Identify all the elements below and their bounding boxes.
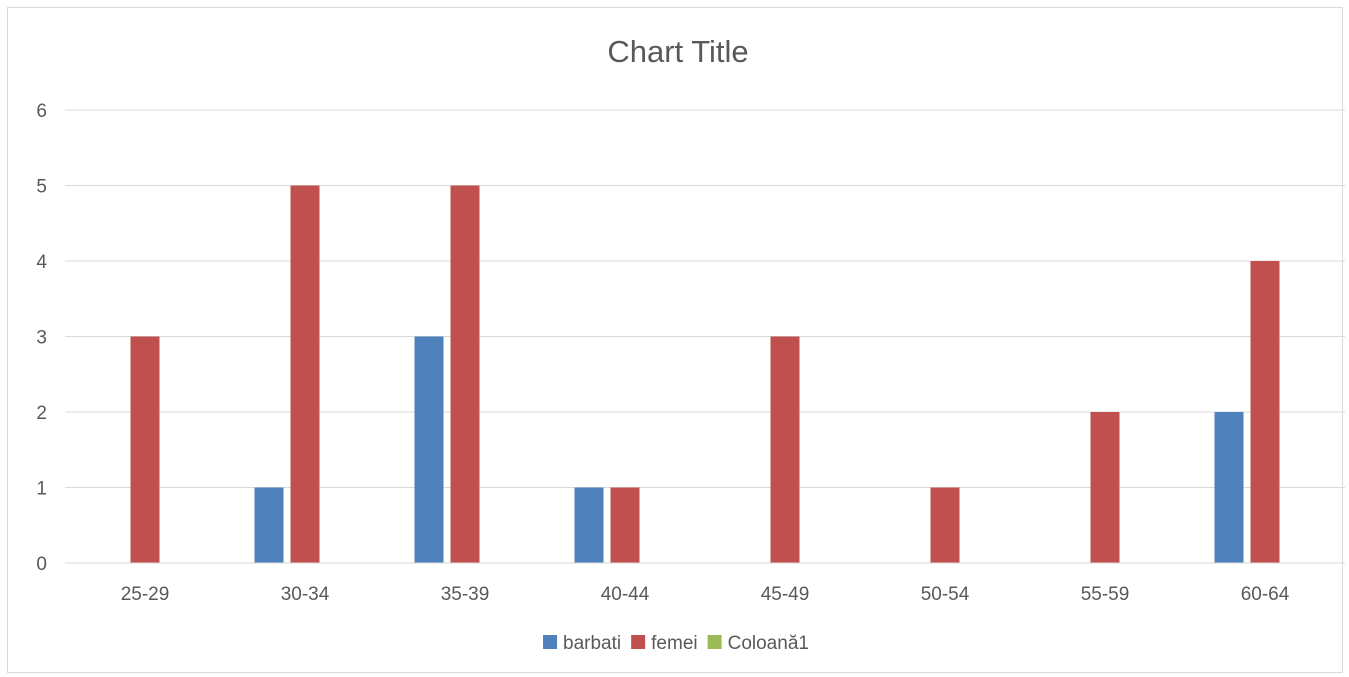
legend-swatch bbox=[707, 635, 722, 649]
bar-femei-40-44 bbox=[610, 487, 640, 563]
bar-barbati-35-39 bbox=[414, 336, 444, 563]
x-category-label: 55-59 bbox=[1081, 584, 1130, 605]
x-axis-labels: 25-29 30-34 35-39 40-44 45-49 50-54 55-59 60-64 bbox=[121, 584, 1290, 605]
bar-barbati-40-44 bbox=[574, 487, 604, 563]
y-tick-label: 3 bbox=[36, 328, 47, 349]
chart-frame bbox=[7, 7, 1343, 673]
gridlines bbox=[65, 109, 1345, 488]
x-category-label: 60-64 bbox=[1241, 584, 1290, 605]
bars bbox=[130, 185, 1280, 563]
y-tick-label: 0 bbox=[36, 554, 47, 575]
bar-femei-50-54 bbox=[930, 487, 960, 563]
bar-femei-45-49 bbox=[770, 336, 800, 563]
bar-femei-60-64 bbox=[1250, 261, 1280, 563]
y-tick-label: 4 bbox=[36, 252, 47, 273]
x-category-label: 35-39 bbox=[441, 584, 490, 605]
legend-label: femei bbox=[651, 633, 697, 654]
bar-barbati-60-64 bbox=[1214, 412, 1244, 563]
bar-femei-55-59 bbox=[1090, 412, 1120, 563]
x-category-label: 40-44 bbox=[601, 584, 650, 605]
y-axis-ticks: 0 1 2 3 4 5 6 bbox=[36, 101, 47, 575]
legend-item: barbati bbox=[543, 633, 621, 654]
y-tick-label: 6 bbox=[36, 101, 47, 122]
legend-swatch bbox=[631, 635, 646, 649]
bar-femei-35-39 bbox=[450, 185, 480, 563]
legend-item: femei bbox=[631, 633, 698, 654]
legend-label: barbati bbox=[563, 633, 621, 654]
legend-label: Coloană1 bbox=[728, 633, 809, 654]
bar-femei-25-29 bbox=[130, 336, 160, 563]
chart-title: Chart Title bbox=[607, 34, 748, 69]
x-category-label: 50-54 bbox=[921, 584, 970, 605]
y-tick-label: 1 bbox=[36, 479, 47, 500]
x-category-label: 30-34 bbox=[281, 584, 330, 605]
x-category-label: 45-49 bbox=[761, 584, 810, 605]
legend: barbati femei Coloană1 bbox=[543, 633, 809, 654]
y-tick-label: 5 bbox=[36, 177, 47, 198]
bar-barbati-30-34 bbox=[254, 487, 284, 563]
bar-femei-30-34 bbox=[290, 185, 320, 563]
legend-swatch bbox=[543, 635, 558, 649]
legend-item: Coloană1 bbox=[707, 633, 809, 654]
y-tick-label: 2 bbox=[36, 403, 47, 424]
x-category-label: 25-29 bbox=[121, 584, 170, 605]
